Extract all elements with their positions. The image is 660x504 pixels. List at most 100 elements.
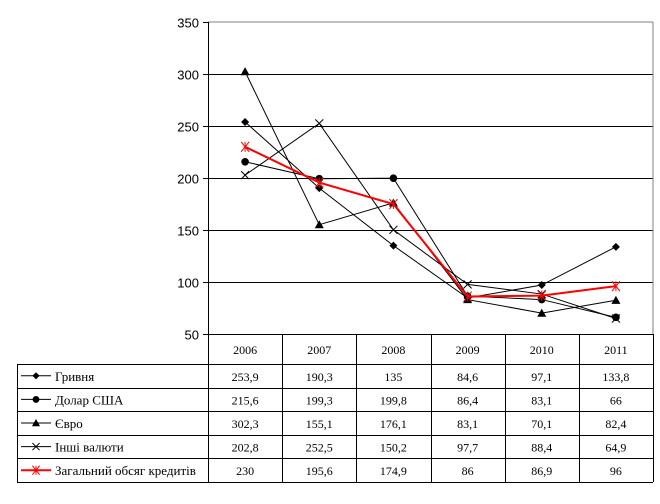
x-marker	[240, 170, 250, 180]
diamond-marker	[611, 242, 620, 251]
table-cell: 86,9	[531, 464, 552, 478]
table-cell: 135	[384, 370, 402, 384]
x-marker	[611, 314, 621, 323]
y-tick-label: 200	[177, 172, 199, 187]
triangle-marker	[537, 308, 547, 317]
legend-key-1	[21, 395, 51, 403]
table-cell: 195,6	[306, 464, 333, 478]
table-cell: 302,3	[232, 417, 259, 431]
series-1	[241, 157, 620, 322]
table-cell: 174,9	[380, 464, 407, 478]
circle-marker	[241, 157, 249, 166]
table-cell: 190,3	[306, 370, 333, 384]
y-tick-label: 150	[177, 224, 199, 239]
table-cell: 97,7	[457, 441, 478, 455]
circle-marker	[612, 313, 620, 322]
circle-marker	[389, 174, 398, 183]
category-label: 2011	[604, 343, 628, 357]
legend-key-0	[21, 372, 51, 380]
series-line	[244, 121, 617, 299]
table-cell: 82,4	[605, 417, 626, 431]
table-cell: 97,1	[531, 370, 552, 384]
triangle-marker	[611, 295, 621, 304]
table-cell: 155,1	[306, 417, 333, 431]
y-tick-label: 50	[185, 328, 199, 343]
table-cell: 150,2	[380, 441, 407, 455]
legend-key-4	[21, 465, 51, 476]
asterisk-marker	[611, 280, 621, 292]
x-stroke	[463, 280, 472, 289]
legend-label: Долар США	[55, 392, 124, 407]
y-tick-label: 250	[177, 120, 199, 135]
y-tick-label: 350	[177, 16, 199, 31]
gridlines	[208, 74, 653, 283]
circle-marker	[32, 395, 40, 403]
x-marker	[314, 119, 324, 128]
legend-key-3	[21, 442, 51, 451]
table-cell: 252,5	[306, 441, 333, 455]
table-cell: 202,8	[232, 441, 259, 455]
y-tick-label: 100	[177, 276, 199, 291]
x-marker	[463, 280, 472, 289]
triangle-marker	[240, 67, 250, 76]
x-stroke	[389, 225, 398, 235]
series-3	[240, 119, 621, 323]
legend-label: Інші валюти	[55, 440, 124, 455]
legend-label: Загальний обсяг кредитів	[55, 463, 196, 478]
triangle-marker	[314, 220, 324, 229]
table-cell: 86	[462, 464, 474, 478]
asterisk-marker	[240, 141, 250, 153]
x-marker	[32, 442, 40, 451]
series-lines	[240, 67, 621, 323]
table-cell: 86,4	[457, 393, 478, 407]
category-label: 2010	[530, 343, 554, 357]
table-cell: 199,8	[380, 393, 407, 407]
series-line	[244, 145, 617, 298]
diamond-marker	[32, 372, 40, 380]
series-line	[244, 122, 617, 319]
asterisk-marker	[389, 198, 398, 210]
legend-key-2	[21, 418, 51, 427]
series-2	[240, 67, 621, 317]
table-cell: 66	[610, 393, 622, 407]
table-cell: 83,1	[531, 393, 552, 407]
table-cell: 64,9	[605, 441, 626, 455]
series-line	[244, 71, 617, 314]
y-tick-labels: 50 100 150 200 250 300 350	[177, 16, 199, 343]
triangle-marker	[31, 418, 41, 427]
category-label: 2009	[456, 343, 480, 357]
category-label: 2007	[307, 343, 331, 357]
table-cell: 96	[610, 464, 622, 478]
series-4	[240, 141, 621, 302]
category-label: 2008	[381, 343, 405, 357]
x-stroke	[32, 442, 40, 451]
y-tick-label: 300	[177, 68, 199, 83]
legend-label: Гривня	[55, 369, 94, 384]
category-label: 2006	[233, 343, 257, 357]
table-cell: 84,6	[457, 370, 478, 384]
diamond-marker	[315, 184, 324, 193]
table-cell: 133,8	[602, 370, 629, 384]
data-table: 2006 2007 2008 2009 2010 2011 Гривня 253,9 190,3…	[17, 334, 654, 483]
table-cell: 176,1	[380, 417, 407, 431]
diamond-marker	[389, 241, 398, 250]
diamond-marker	[241, 117, 250, 126]
table-cell: 199,3	[306, 393, 333, 407]
series-0	[241, 117, 620, 303]
table-cell: 253,9	[232, 370, 259, 384]
table-cell: 70,1	[531, 417, 552, 431]
table-cell: 215,6	[232, 393, 259, 407]
asterisk-marker	[537, 290, 547, 301]
axes	[203, 21, 654, 335]
table-cell: 230	[236, 464, 254, 478]
diamond-marker	[537, 281, 546, 290]
legend-label: Євро	[55, 416, 83, 431]
table-cell: 88,4	[531, 441, 552, 455]
asterisk-marker	[463, 291, 472, 302]
x-stroke	[314, 119, 324, 128]
asterisk-marker	[32, 465, 40, 476]
table-cell: 83,1	[457, 417, 478, 431]
x-marker	[389, 225, 398, 235]
x-stroke	[611, 314, 621, 323]
